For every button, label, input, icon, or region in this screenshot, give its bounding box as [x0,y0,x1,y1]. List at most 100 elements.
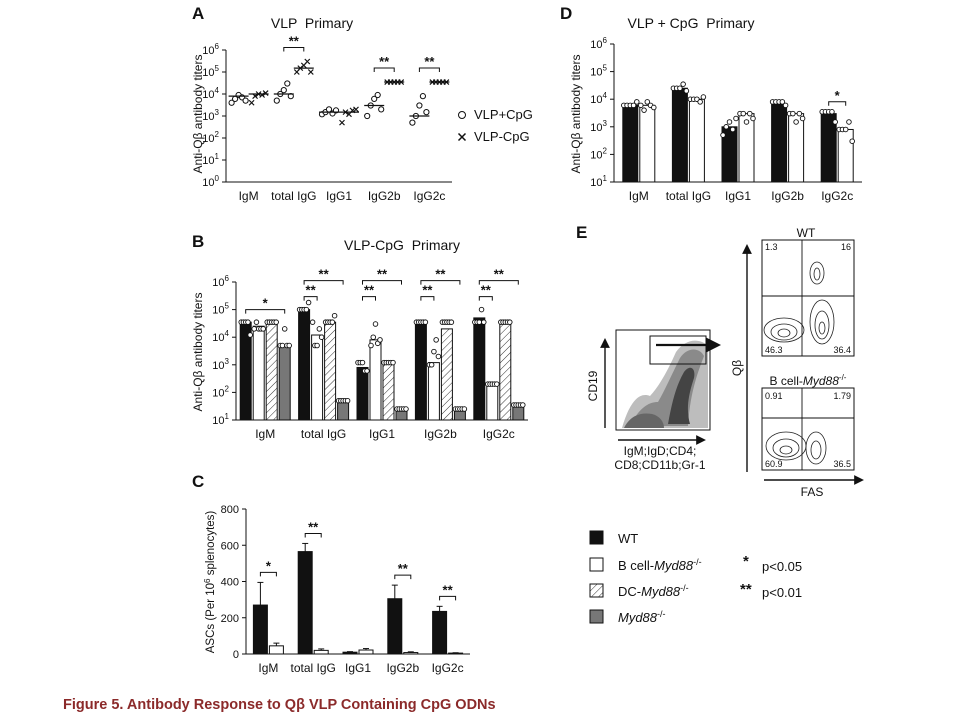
bar [837,128,854,183]
bar [639,104,656,183]
significance-label: ** [481,283,492,298]
panel-e: E CD19 IgM;IgD;CD4; CD8;CD11b;Gr-1 WT [576,223,864,499]
significance-bracket [362,280,402,285]
data-point [372,321,379,327]
data-point-circle [409,119,416,126]
data-point [638,102,644,109]
significance-bracket [478,296,493,301]
data-point [829,109,835,115]
y-tick-label: 102 [212,384,229,399]
bar [788,113,805,183]
data-point [390,359,396,366]
bar [252,325,265,421]
data-point [723,124,730,130]
y-tick-label: 800 [221,504,239,516]
panel-title: VLP + CpG Primary [628,15,755,31]
y-tick-label: 400 [221,577,239,589]
data-point-cross [304,58,311,65]
bar [313,649,329,655]
contour-frame [761,387,855,471]
significance-bracket [259,571,277,577]
y-tick-label: 0 [233,649,239,661]
panel-letter: A [192,4,204,23]
contour-frame [761,239,855,357]
data-point [281,326,288,332]
significance-label: ** [319,267,330,282]
data-point [344,397,351,404]
data-point [634,99,640,105]
data-point [730,126,736,133]
contour-title: WT [797,226,816,240]
legend-swatch-dc [589,583,604,598]
significance-label: ** [424,54,435,69]
bar [671,87,688,183]
data-point [641,107,647,113]
bar [771,102,788,183]
data-point [478,306,485,313]
quadrant-ur: 1.79 [833,391,851,401]
x-tick-label: IgG1 [725,189,751,203]
density-low [624,413,664,428]
y-tick-label: 103 [590,119,607,134]
data-point-circle [228,99,235,106]
bar [342,651,358,655]
data-point [747,110,753,117]
significance-label: ** [379,54,390,69]
quadrant-ur: 16 [841,242,851,252]
panel-letter: D [560,4,572,23]
data-point [720,132,726,138]
bar [499,321,512,421]
x-tick-label: IgG2b [386,661,419,675]
data-point [309,319,316,325]
significance-bracket [394,574,412,580]
data-point-cross [339,119,345,126]
data-point-cross [307,69,314,75]
data-point [630,102,637,109]
data-point-circle [416,102,423,109]
bar [738,113,755,183]
bar [622,104,639,183]
chart-c: 0 200 400 600 800 IgM total IgG IgG1 IgG2b IgG2c *… [221,504,470,675]
significance-label: ** [306,283,317,298]
data-point [680,81,686,87]
data-point [793,119,799,125]
significance-symbol-1: * [743,553,749,570]
dot-plot: CD19 IgM;IgD;CD4; CD8;CD11b;Gr-1 [586,329,722,472]
significance-bracket [439,595,457,601]
data-point [644,99,651,105]
y-tick-label: 106 [212,274,229,289]
bar [427,362,440,421]
x-tick-label: IgM [258,661,278,675]
chart-b: 101 102 103 104 105 106 IgM total IgG IgG1 IgG2b I… [212,267,528,441]
significance-label: * [835,88,841,103]
dotplot-x-label-2: CD8;CD11b;Gr-1 [614,458,705,472]
x-tick-label: IgG1 [326,189,352,203]
y-tick-label: 106 [202,42,219,57]
bar [356,366,369,421]
data-point [253,319,260,325]
significance-symbol-2: ** [740,581,752,598]
bar [278,345,291,421]
contour-plot-bcell-myd88: B cell-Myd88-/- 0.91 1.79 60.9 36.5 [761,373,855,471]
significance-label: ** [435,267,446,282]
data-point [476,319,483,325]
data-point [279,342,286,349]
y-tick-label: 104 [212,329,229,344]
quadrant-lr: 36.5 [833,459,851,469]
y-tick-label: 105 [212,302,229,317]
y-tick-label: 101 [590,174,607,189]
legend-label: VLP+CpG [474,107,533,122]
panel-title: VLP-CpG Primary [344,237,460,253]
quadrant-lr: 36.4 [833,345,851,355]
legend-label-wt: WT [618,531,638,546]
quadrant-ll: 46.3 [765,345,783,355]
y-tick-label: 100 [202,174,219,189]
legend-marker-circle [458,111,466,119]
data-point [286,342,292,349]
data-point [314,342,320,349]
x-tick-label: IgG2c [821,189,853,203]
x-tick-label: IgG2c [483,427,515,441]
significance-label: ** [364,283,375,298]
data-point-circle [371,95,378,102]
